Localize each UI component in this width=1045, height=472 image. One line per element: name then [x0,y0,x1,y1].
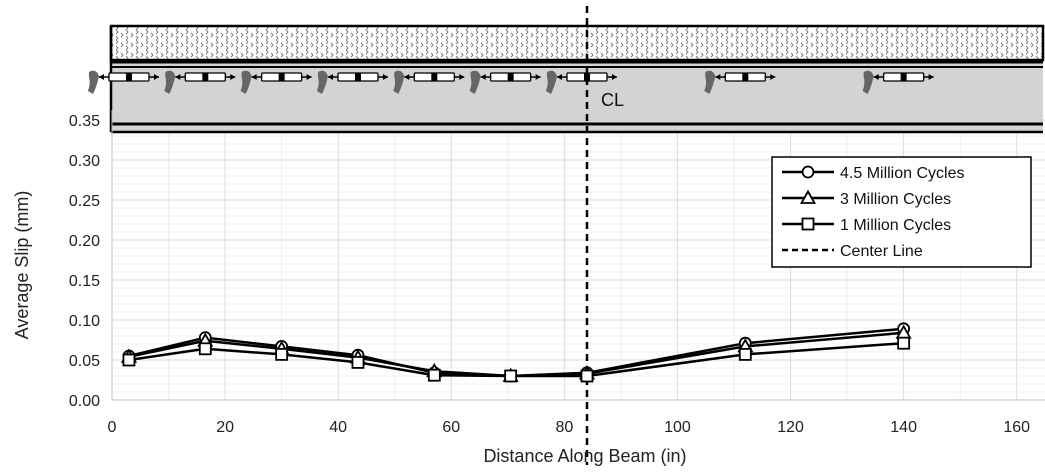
data-point-square [801,217,815,231]
slip-gauge [164,70,236,94]
x-tick-label: 80 [555,419,573,436]
data-point-square [275,347,289,361]
series-group [120,322,912,383]
y-tick-label: 0.15 [69,273,100,290]
y-axis-title: Average Slip (mm) [12,191,32,340]
legend-label: Center Line [840,243,923,260]
data-point-circle [801,165,815,179]
beam-diagram: CL [87,6,1045,465]
y-tick-label: 0.00 [69,393,100,410]
slip-gauge [87,70,159,94]
data-point-square [897,336,911,350]
data-point-square [198,342,212,356]
legend: 4.5 Million Cycles 3 Million Cycles 1 Mill… [771,156,1032,268]
center-line-label: CL [601,90,624,110]
x-tick-label: 20 [216,419,234,436]
legend-label: 4.5 Million Cycles [840,165,964,182]
series-markers-square [122,336,911,383]
x-tick-label: 0 [108,419,117,436]
slip-gauge [469,70,541,94]
legend-label: 1 Million Cycles [840,217,951,234]
data-point-square [427,368,441,382]
slip-gauge [862,70,934,94]
data-point-triangle [799,189,817,204]
slip-gauge [240,70,312,94]
data-point-square [351,355,365,369]
x-tick-label: 40 [329,419,347,436]
data-point-square [580,369,594,383]
x-tick-label: 140 [890,419,917,436]
legend-label: 3 Million Cycles [840,191,951,208]
x-tick-label: 120 [777,419,804,436]
slip-gauge [704,70,776,94]
x-tick-label: 100 [664,419,691,436]
y-tick-label: 0.35 [69,113,100,130]
slip-gauge [393,70,465,94]
x-tick-label: 60 [442,419,460,436]
data-point-square [504,369,518,383]
data-point-square [122,353,136,367]
x-tick-label: 160 [1003,419,1030,436]
y-tick-label: 0.25 [69,193,100,210]
x-axis-title: Distance Along Beam (in) [483,446,686,466]
y-tick-label: 0.30 [69,153,100,170]
slip-gauge [316,70,388,94]
y-tick-label: 0.10 [69,313,100,330]
axes: 0 20 40 60 80 100 120 140 160 0.00 0.05 0.10 0.15 0.2… [69,110,1045,436]
y-tick-label: 0.20 [69,233,100,250]
data-point-square [738,347,752,361]
legend-box [771,156,1032,268]
y-tick-label: 0.05 [69,353,100,370]
concrete-slab [109,24,1045,62]
